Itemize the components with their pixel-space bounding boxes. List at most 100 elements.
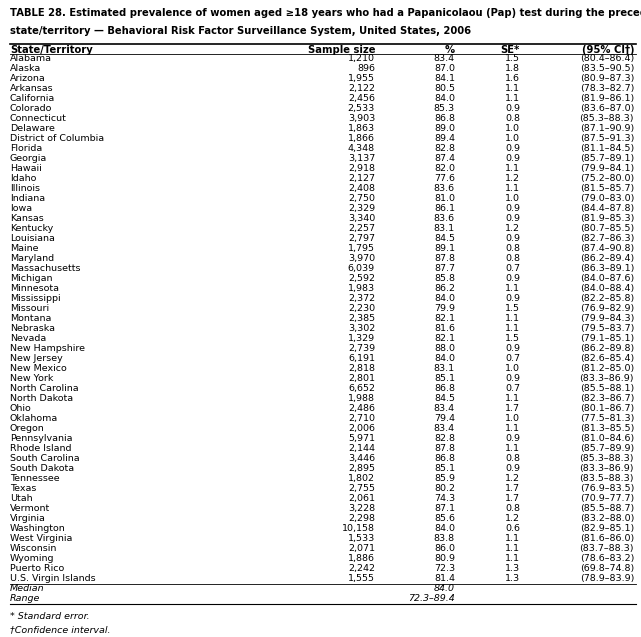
Text: 83.6: 83.6 — [434, 214, 455, 223]
Text: (79.9–84.3): (79.9–84.3) — [579, 314, 634, 323]
Text: state/territory — Behavioral Risk Factor Surveillance System, United States, 200: state/territory — Behavioral Risk Factor… — [10, 25, 471, 36]
Text: 2,298: 2,298 — [348, 515, 375, 524]
Text: South Dakota: South Dakota — [10, 464, 74, 473]
Text: (86.3–89.1): (86.3–89.1) — [579, 264, 634, 273]
Text: 2,801: 2,801 — [348, 375, 375, 383]
Text: 6,652: 6,652 — [348, 384, 375, 393]
Text: Vermont: Vermont — [10, 505, 50, 513]
Text: 82.8: 82.8 — [434, 434, 455, 443]
Text: 1.1: 1.1 — [505, 545, 520, 554]
Text: New Mexico: New Mexico — [10, 364, 67, 373]
Text: 86.2: 86.2 — [434, 284, 455, 293]
Text: Alaska: Alaska — [10, 64, 41, 73]
Text: 1,886: 1,886 — [348, 554, 375, 564]
Text: 1.2: 1.2 — [505, 174, 520, 183]
Text: 1.7: 1.7 — [505, 494, 520, 503]
Text: Colorado: Colorado — [10, 104, 53, 113]
Text: 3,446: 3,446 — [348, 454, 375, 463]
Text: 2,230: 2,230 — [348, 304, 375, 313]
Text: 2,242: 2,242 — [348, 564, 375, 573]
Text: 84.1: 84.1 — [434, 74, 455, 83]
Text: 1.1: 1.1 — [505, 324, 520, 333]
Text: 1.1: 1.1 — [505, 394, 520, 403]
Text: 82.0: 82.0 — [434, 164, 455, 173]
Text: Maine: Maine — [10, 244, 38, 253]
Text: Utah: Utah — [10, 494, 33, 503]
Text: 89.4: 89.4 — [434, 134, 455, 143]
Text: 896: 896 — [357, 64, 375, 73]
Text: Nebraska: Nebraska — [10, 324, 55, 333]
Text: 80.2: 80.2 — [434, 484, 455, 494]
Text: 2,456: 2,456 — [348, 94, 375, 103]
Text: (85.5–88.1): (85.5–88.1) — [579, 384, 634, 393]
Text: Massachusetts: Massachusetts — [10, 264, 81, 273]
Text: 1.0: 1.0 — [505, 124, 520, 133]
Text: 86.8: 86.8 — [434, 454, 455, 463]
Text: Arizona: Arizona — [10, 74, 46, 83]
Text: (84.0–87.6): (84.0–87.6) — [579, 274, 634, 283]
Text: 80.9: 80.9 — [434, 554, 455, 564]
Text: 0.9: 0.9 — [505, 274, 520, 283]
Text: 2,710: 2,710 — [348, 414, 375, 424]
Text: 1,329: 1,329 — [348, 334, 375, 343]
Text: 83.6: 83.6 — [434, 184, 455, 193]
Text: 3,302: 3,302 — [348, 324, 375, 333]
Text: (82.9–85.1): (82.9–85.1) — [579, 524, 634, 533]
Text: 0.6: 0.6 — [505, 524, 520, 533]
Text: (87.1–90.9): (87.1–90.9) — [579, 124, 634, 133]
Text: (86.2–89.4): (86.2–89.4) — [579, 254, 634, 263]
Text: Michigan: Michigan — [10, 274, 53, 283]
Text: (80.1–86.7): (80.1–86.7) — [579, 404, 634, 413]
Text: 0.7: 0.7 — [505, 384, 520, 393]
Text: (83.2–88.0): (83.2–88.0) — [579, 515, 634, 524]
Text: 1,866: 1,866 — [348, 134, 375, 143]
Text: 2,533: 2,533 — [348, 104, 375, 113]
Text: 0.9: 0.9 — [505, 214, 520, 223]
Text: 1.6: 1.6 — [505, 74, 520, 83]
Text: 1.1: 1.1 — [505, 534, 520, 543]
Text: (81.9–86.1): (81.9–86.1) — [579, 94, 634, 103]
Text: SE*: SE* — [501, 45, 520, 55]
Text: 1.1: 1.1 — [505, 184, 520, 193]
Text: 0.9: 0.9 — [505, 234, 520, 243]
Text: District of Columbia: District of Columbia — [10, 134, 104, 143]
Text: 2,329: 2,329 — [348, 204, 375, 213]
Text: 86.8: 86.8 — [434, 114, 455, 123]
Text: 72.3–89.4: 72.3–89.4 — [408, 594, 455, 603]
Text: 0.9: 0.9 — [505, 375, 520, 383]
Text: Oklahoma: Oklahoma — [10, 414, 58, 424]
Text: 82.1: 82.1 — [434, 334, 455, 343]
Text: 2,144: 2,144 — [348, 445, 375, 454]
Text: (83.3–86.9): (83.3–86.9) — [579, 464, 634, 473]
Text: 1.1: 1.1 — [505, 94, 520, 103]
Text: 1.8: 1.8 — [505, 64, 520, 73]
Text: Puerto Rico: Puerto Rico — [10, 564, 64, 573]
Text: (83.7–88.3): (83.7–88.3) — [579, 545, 634, 554]
Text: 0.8: 0.8 — [505, 454, 520, 463]
Text: 1.1: 1.1 — [505, 84, 520, 93]
Text: U.S. Virgin Islands: U.S. Virgin Islands — [10, 575, 96, 583]
Text: (81.1–84.5): (81.1–84.5) — [579, 144, 634, 153]
Text: (78.9–83.9): (78.9–83.9) — [579, 575, 634, 583]
Text: 2,257: 2,257 — [348, 224, 375, 233]
Text: (82.2–85.8): (82.2–85.8) — [579, 294, 634, 303]
Text: (83.5–88.3): (83.5–88.3) — [579, 475, 634, 483]
Text: 85.8: 85.8 — [434, 274, 455, 283]
Text: Florida: Florida — [10, 144, 42, 153]
Text: 1,533: 1,533 — [348, 534, 375, 543]
Text: 85.1: 85.1 — [434, 464, 455, 473]
Text: 1.0: 1.0 — [505, 194, 520, 203]
Text: Kentucky: Kentucky — [10, 224, 53, 233]
Text: 1.5: 1.5 — [505, 334, 520, 343]
Text: 1,210: 1,210 — [348, 54, 375, 63]
Text: Virginia: Virginia — [10, 515, 46, 524]
Text: (81.6–86.0): (81.6–86.0) — [579, 534, 634, 543]
Text: North Dakota: North Dakota — [10, 394, 73, 403]
Text: 83.4: 83.4 — [434, 424, 455, 433]
Text: Illinois: Illinois — [10, 184, 40, 193]
Text: Indiana: Indiana — [10, 194, 45, 203]
Text: Range: Range — [10, 594, 40, 603]
Text: 74.3: 74.3 — [434, 494, 455, 503]
Text: (70.9–77.7): (70.9–77.7) — [579, 494, 634, 503]
Text: 1.3: 1.3 — [505, 575, 520, 583]
